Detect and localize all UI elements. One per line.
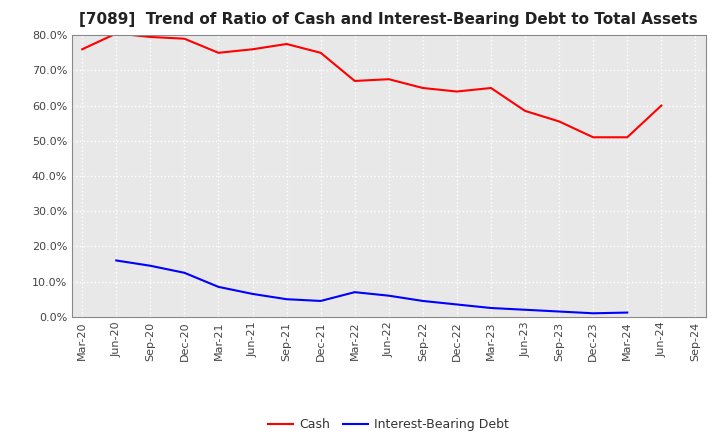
Interest-Bearing Debt xyxy=(282,297,291,302)
Cash xyxy=(384,77,393,82)
Cash xyxy=(316,50,325,55)
Cash xyxy=(112,31,121,36)
Interest-Bearing Debt xyxy=(248,291,257,297)
Line: Cash: Cash xyxy=(82,33,661,137)
Cash xyxy=(453,89,462,94)
Interest-Bearing Debt xyxy=(589,311,598,316)
Cash xyxy=(623,135,631,140)
Cash xyxy=(351,78,359,84)
Interest-Bearing Debt xyxy=(180,270,189,275)
Interest-Bearing Debt xyxy=(555,309,564,314)
Interest-Bearing Debt xyxy=(418,298,427,304)
Cash xyxy=(248,47,257,52)
Cash xyxy=(589,135,598,140)
Cash xyxy=(282,41,291,47)
Cash xyxy=(214,50,222,55)
Cash xyxy=(180,36,189,41)
Title: [7089]  Trend of Ratio of Cash and Interest-Bearing Debt to Total Assets: [7089] Trend of Ratio of Cash and Intere… xyxy=(79,12,698,27)
Interest-Bearing Debt xyxy=(623,310,631,315)
Line: Interest-Bearing Debt: Interest-Bearing Debt xyxy=(117,260,627,313)
Cash xyxy=(78,47,86,52)
Cash xyxy=(418,85,427,91)
Interest-Bearing Debt xyxy=(487,305,495,311)
Interest-Bearing Debt xyxy=(214,284,222,290)
Interest-Bearing Debt xyxy=(316,298,325,304)
Interest-Bearing Debt xyxy=(146,263,155,268)
Interest-Bearing Debt xyxy=(521,307,529,312)
Interest-Bearing Debt xyxy=(453,302,462,307)
Cash xyxy=(657,103,665,108)
Cash xyxy=(521,108,529,114)
Interest-Bearing Debt xyxy=(351,290,359,295)
Legend: Cash, Interest-Bearing Debt: Cash, Interest-Bearing Debt xyxy=(264,413,514,436)
Cash xyxy=(487,85,495,91)
Cash xyxy=(555,119,564,124)
Interest-Bearing Debt xyxy=(112,258,121,263)
Cash xyxy=(146,34,155,40)
Interest-Bearing Debt xyxy=(384,293,393,298)
